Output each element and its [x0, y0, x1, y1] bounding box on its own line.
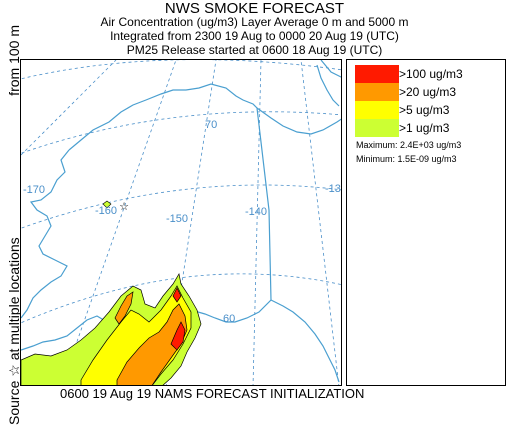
source-marker-icon: ☆ [119, 201, 129, 213]
legend-item-20: >20 ug/m3 [355, 83, 456, 101]
lat-label-70: 70 [205, 119, 217, 131]
legend-swatch [355, 119, 399, 137]
legend-label: >5 ug/m3 [399, 103, 450, 117]
chart-title: NWS SMOKE FORECAST [164, 0, 345, 17]
lat-65-line [21, 184, 341, 229]
canada-arctic-islands [316, 60, 341, 107]
lon-label-140: -140 [245, 206, 267, 218]
st-lawrence-island [102, 200, 112, 209]
map-svg: ☆ -170 -160 -150 -140 -130 70 60 [21, 60, 342, 385]
lon-label-130: -130 [325, 183, 342, 195]
alaska-west-coast [21, 149, 70, 319]
lat-label-60: 60 [223, 313, 235, 325]
lon-170-line [21, 60, 117, 156]
legend-swatch [355, 65, 399, 83]
legend-minimum: Minimum: 1.5E-09 ug/m3 [356, 154, 457, 164]
plume-level-100 [170, 321, 186, 351]
lon-130-line [300, 60, 340, 385]
lon-140-line [252, 60, 262, 385]
smoke-plume [21, 273, 202, 385]
lon-label-170: -170 [23, 184, 45, 196]
plume-source-spot [172, 287, 182, 303]
legend-label: >1 ug/m3 [399, 121, 450, 135]
canada-coast [256, 107, 341, 135]
legend-swatch [355, 83, 399, 101]
legend-item-100: >100 ug/m3 [355, 65, 463, 83]
lon-label-160: -160 [95, 205, 117, 217]
footer-initialization: 0600 19 Aug 19 NAMS FORECAST INITIALIZAT… [60, 386, 365, 401]
lat-75-line [21, 60, 341, 80]
lat-70-line [21, 111, 341, 154]
legend-panel: >100 ug/m3 >20 ug/m3 >5 ug/m3 >1 ug/m3 M… [346, 59, 506, 386]
graticule-labels: -170 -160 -150 -140 -130 70 60 [23, 119, 342, 325]
subtitle-concentration: Air Concentration (ug/m3) Layer Average … [100, 15, 409, 29]
lon-label-150: -150 [166, 213, 188, 225]
subtitle-release: PM25 Release started at 0600 18 Aug 19 (… [126, 43, 383, 57]
panhandle-coast [270, 299, 340, 383]
legend-item-1: >1 ug/m3 [355, 119, 449, 137]
legend-item-5: >5 ug/m3 [355, 101, 449, 119]
legend-label: >100 ug/m3 [399, 67, 463, 81]
subtitle-integration: Integrated from 2300 19 Aug to 0000 20 A… [110, 29, 399, 43]
plume-level-20 [116, 303, 188, 385]
map-panel: ☆ -170 -160 -150 -140 -130 70 60 [20, 59, 342, 386]
plume-tongue [114, 291, 134, 325]
legend-swatch [355, 101, 399, 119]
legend-maximum: Maximum: 2.4E+03 ug/m3 [356, 140, 462, 150]
legend-label: >20 ug/m3 [399, 85, 457, 99]
lon-160-line [61, 60, 177, 385]
